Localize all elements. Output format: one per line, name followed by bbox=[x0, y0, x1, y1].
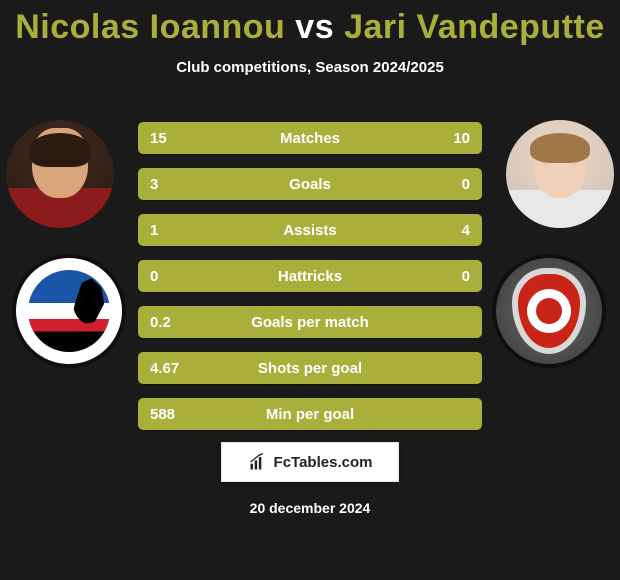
player1-club-badge bbox=[16, 258, 122, 364]
stat-label: Goals bbox=[210, 176, 410, 193]
player1-name: Nicolas Ioannou bbox=[15, 8, 285, 46]
stat-row: 3Goals0 bbox=[138, 168, 482, 200]
stat-left-value: 1 bbox=[150, 222, 210, 239]
stat-label: Goals per match bbox=[210, 314, 410, 331]
stat-left-value: 3 bbox=[150, 176, 210, 193]
player2-name: Jari Vandeputte bbox=[344, 8, 605, 46]
player2-club-badge bbox=[496, 258, 602, 364]
player1-hair bbox=[29, 133, 91, 167]
stat-right-value: 0 bbox=[410, 176, 470, 193]
stat-label: Min per goal bbox=[210, 406, 410, 423]
stat-label: Hattricks bbox=[210, 268, 410, 285]
player1-avatar bbox=[6, 120, 114, 228]
stat-label: Assists bbox=[210, 222, 410, 239]
stat-left-value: 0 bbox=[150, 268, 210, 285]
stat-row: 588Min per goal bbox=[138, 398, 482, 430]
stat-left-value: 15 bbox=[150, 130, 210, 147]
stats-table: 15Matches103Goals01Assists40Hattricks00.… bbox=[138, 122, 482, 444]
player2-avatar bbox=[506, 120, 614, 228]
stat-right-value: 4 bbox=[410, 222, 470, 239]
stat-row: 1Assists4 bbox=[138, 214, 482, 246]
sampdoria-icon bbox=[28, 270, 110, 352]
subtitle: Club competitions, Season 2024/2025 bbox=[0, 59, 620, 76]
stat-row: 0.2Goals per match bbox=[138, 306, 482, 338]
vs-text: vs bbox=[295, 8, 334, 46]
brand-text: FcTables.com bbox=[274, 454, 373, 471]
cremonese-icon bbox=[512, 268, 586, 354]
stat-label: Shots per goal bbox=[210, 360, 410, 377]
player2-hair bbox=[530, 133, 590, 163]
stat-right-value: 10 bbox=[410, 130, 470, 147]
stat-label: Matches bbox=[210, 130, 410, 147]
stat-right-value: 0 bbox=[410, 268, 470, 285]
brand-box: FcTables.com bbox=[221, 442, 399, 482]
stat-row: 15Matches10 bbox=[138, 122, 482, 154]
stat-row: 0Hattricks0 bbox=[138, 260, 482, 292]
stat-left-value: 0.2 bbox=[150, 314, 210, 331]
stat-row: 4.67Shots per goal bbox=[138, 352, 482, 384]
stat-left-value: 4.67 bbox=[150, 360, 210, 377]
date-text: 20 december 2024 bbox=[0, 500, 620, 516]
stat-left-value: 588 bbox=[150, 406, 210, 423]
comparison-title: Nicolas Ioannou vs Jari Vandeputte bbox=[0, 0, 620, 47]
fctables-icon bbox=[248, 452, 268, 472]
